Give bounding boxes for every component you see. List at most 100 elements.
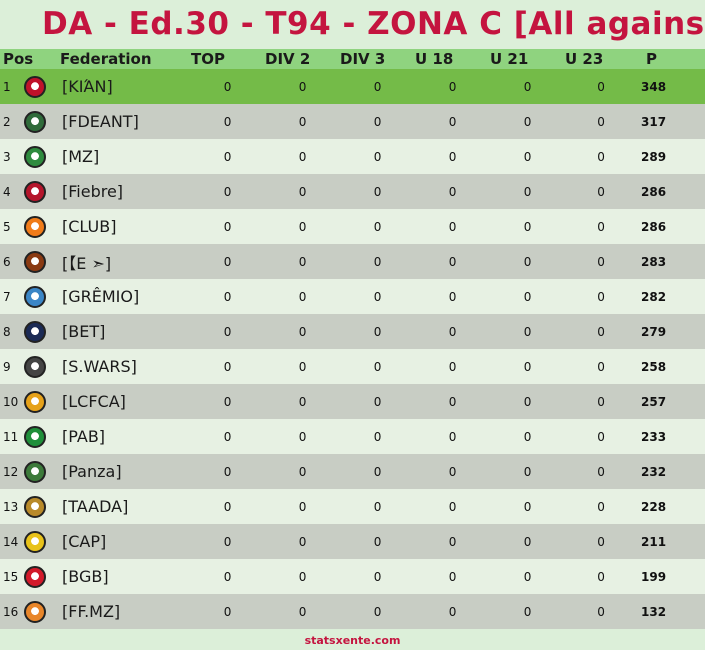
col-header-u23[interactable]: U 23 <box>565 50 604 68</box>
table-row[interactable]: 15 [BGB] 0 0 0 0 0 0 199 <box>0 559 705 594</box>
row-position: 4 <box>3 184 11 199</box>
table-row[interactable]: 3 [MZ] 0 0 0 0 0 0 289 <box>0 139 705 174</box>
cell-top: 0 <box>223 254 232 269</box>
row-position: 15 <box>3 569 19 584</box>
col-header-pos[interactable]: Pos <box>3 50 34 68</box>
cell-u21: 0 <box>523 289 532 304</box>
table-row[interactable]: 5 [CLUB] 0 0 0 0 0 0 286 <box>0 209 705 244</box>
federation-name: [Fiebre] <box>62 182 124 201</box>
cell-div3: 0 <box>373 499 382 514</box>
club-crest-icon <box>24 110 46 133</box>
row-position: 14 <box>3 534 19 549</box>
table-row[interactable]: 2 [FDEANT] 0 0 0 0 0 0 317 <box>0 104 705 139</box>
cell-points: 286 <box>641 184 667 199</box>
club-crest-icon <box>24 180 46 203</box>
cell-top: 0 <box>223 569 232 584</box>
cell-div3: 0 <box>373 219 382 234</box>
cell-u21: 0 <box>523 604 532 619</box>
col-header-u21[interactable]: U 21 <box>490 50 529 68</box>
table-row[interactable]: 12 [Panza] 0 0 0 0 0 0 232 <box>0 454 705 489</box>
cell-u21: 0 <box>523 149 532 164</box>
club-crest-icon <box>24 215 46 238</box>
cell-points: 282 <box>641 289 667 304</box>
club-crest-icon <box>24 460 46 483</box>
col-header-points[interactable]: P <box>646 50 658 68</box>
cell-u23: 0 <box>597 429 605 444</box>
cell-div2: 0 <box>298 464 307 479</box>
federation-logo-icon <box>24 559 62 594</box>
col-header-div3[interactable]: DIV 3 <box>340 50 386 68</box>
table-row[interactable]: 10 [LCFCA] 0 0 0 0 0 0 257 <box>0 384 705 419</box>
cell-u23: 0 <box>597 394 605 409</box>
club-crest-icon <box>24 355 46 378</box>
col-header-federation[interactable]: Federation <box>60 50 152 68</box>
row-position: 5 <box>3 219 11 234</box>
col-header-u18[interactable]: U 18 <box>415 50 454 68</box>
row-position: 2 <box>3 114 11 129</box>
federation-logo-icon <box>24 384 62 419</box>
cell-div2: 0 <box>298 499 307 514</box>
cell-div2: 0 <box>298 219 307 234</box>
cell-div2: 0 <box>298 394 307 409</box>
col-header-div2[interactable]: DIV 2 <box>265 50 311 68</box>
row-position: 13 <box>3 499 19 514</box>
club-crest-icon <box>24 250 46 273</box>
federation-logo-icon <box>24 314 62 349</box>
table-row[interactable]: 14 [CAP] 0 0 0 0 0 0 211 <box>0 524 705 559</box>
col-header-top[interactable]: TOP <box>191 50 225 68</box>
cell-u21: 0 <box>523 394 532 409</box>
cell-div2: 0 <box>298 324 307 339</box>
table-row[interactable]: 7 [GRÊMIO] 0 0 0 0 0 0 282 <box>0 279 705 314</box>
club-crest-icon <box>24 145 46 168</box>
cell-top: 0 <box>223 604 232 619</box>
table-row[interactable]: 6 [【E ➣] 0 0 0 0 0 0 283 <box>0 244 705 279</box>
cell-top: 0 <box>223 114 232 129</box>
cell-top: 0 <box>223 79 232 94</box>
table-row[interactable]: 11 [PAB] 0 0 0 0 0 0 233 <box>0 419 705 454</box>
cell-points: 283 <box>641 254 667 269</box>
cell-points: 348 <box>641 79 667 94</box>
cell-u23: 0 <box>597 219 605 234</box>
table-header-row: Pos Federation TOP DIV 2 DIV 3 U 18 U 21… <box>0 49 705 69</box>
federation-name: [BET] <box>62 322 106 341</box>
table-row[interactable]: 1 [KΙΆΝ] 0 0 0 0 0 0 348 <box>0 69 705 104</box>
cell-u21: 0 <box>523 429 532 444</box>
club-crest-icon <box>24 390 46 413</box>
cell-u21: 0 <box>523 464 532 479</box>
federation-name: [FF.MZ] <box>62 602 121 621</box>
cell-u21: 0 <box>523 499 532 514</box>
cell-u23: 0 <box>597 359 605 374</box>
cell-points: 211 <box>641 534 667 549</box>
cell-u23: 0 <box>597 149 605 164</box>
cell-u21: 0 <box>523 324 532 339</box>
cell-u18: 0 <box>448 359 457 374</box>
federation-logo-icon <box>24 489 62 524</box>
cell-top: 0 <box>223 184 232 199</box>
cell-div2: 0 <box>298 604 307 619</box>
table-row[interactable]: 16 [FF.MZ] 0 0 0 0 0 0 132 <box>0 594 705 629</box>
cell-u18: 0 <box>448 324 457 339</box>
cell-u18: 0 <box>448 499 457 514</box>
cell-points: 228 <box>641 499 667 514</box>
federation-name: [PAB] <box>62 427 106 446</box>
row-position: 10 <box>3 394 19 409</box>
cell-div3: 0 <box>373 534 382 549</box>
row-position: 1 <box>3 79 11 94</box>
table-row[interactable]: 4 [Fiebre] 0 0 0 0 0 0 286 <box>0 174 705 209</box>
club-crest-icon <box>24 285 46 308</box>
cell-top: 0 <box>223 429 232 444</box>
cell-div2: 0 <box>298 429 307 444</box>
cell-div2: 0 <box>298 534 307 549</box>
table-row[interactable]: 9 [S.WARS] 0 0 0 0 0 0 258 <box>0 349 705 384</box>
cell-top: 0 <box>223 219 232 234</box>
table-row[interactable]: 8 [BET] 0 0 0 0 0 0 279 <box>0 314 705 349</box>
cell-points: 132 <box>641 604 667 619</box>
federation-logo-icon <box>24 454 62 489</box>
federation-name: [LCFCA] <box>62 392 126 411</box>
cell-div3: 0 <box>373 604 382 619</box>
footer-credit[interactable]: statsxente.com <box>304 634 401 647</box>
federation-name: [GRÊMIO] <box>62 287 140 306</box>
table-row[interactable]: 13 [TAADA] 0 0 0 0 0 0 228 <box>0 489 705 524</box>
cell-u21: 0 <box>523 569 532 584</box>
cell-u23: 0 <box>597 289 605 304</box>
